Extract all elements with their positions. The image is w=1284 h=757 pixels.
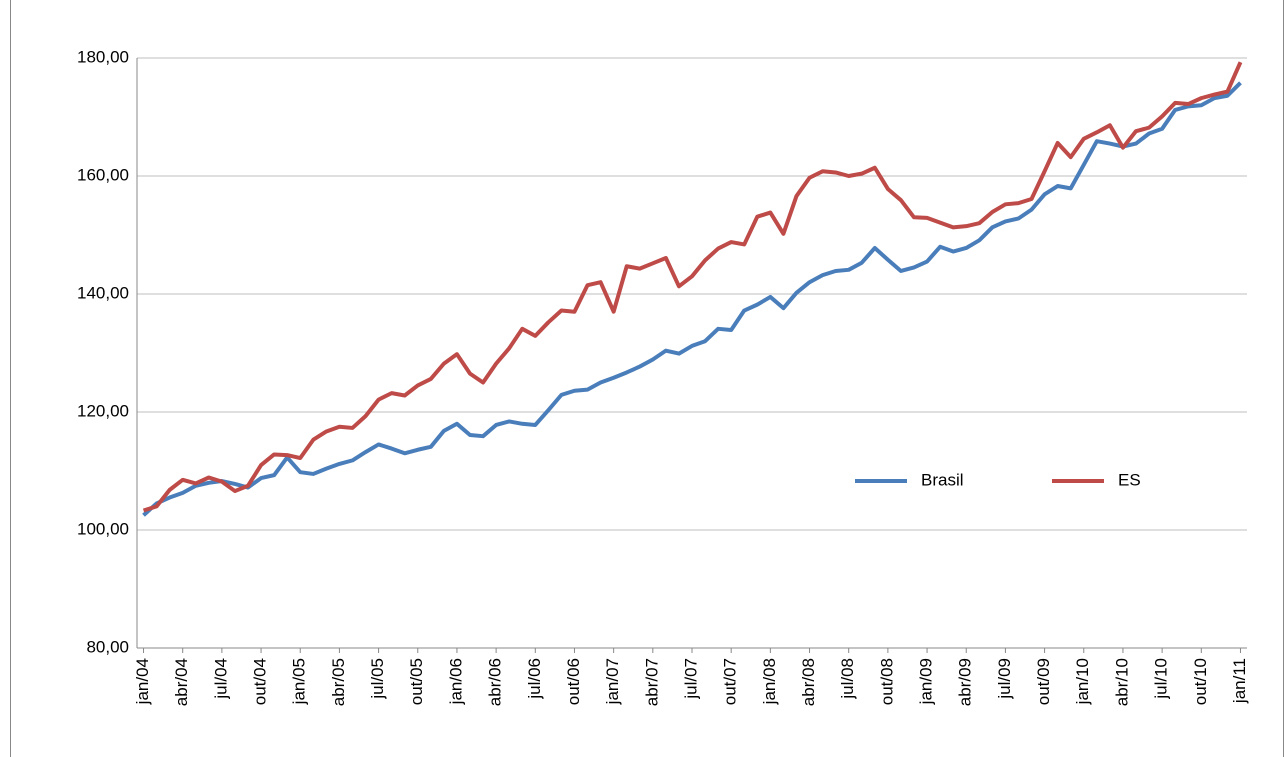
x-tick-label: abr/10 <box>1112 658 1131 706</box>
x-tick-label: out/06 <box>564 658 583 705</box>
x-tick-label: abr/07 <box>642 658 661 706</box>
y-tick-label: 180,00 <box>77 47 129 66</box>
x-tick-label: abr/09 <box>956 658 975 706</box>
x-tick-label: jan/07 <box>603 658 622 705</box>
x-tick-label: jan/09 <box>917 658 936 705</box>
x-tick-label: abr/04 <box>172 658 191 706</box>
y-tick-label: 140,00 <box>77 283 129 302</box>
x-tick-label: out/07 <box>721 658 740 705</box>
y-tick-label: 100,00 <box>77 519 129 538</box>
y-tick-label: 80,00 <box>86 637 129 656</box>
y-tick-label: 120,00 <box>77 401 129 420</box>
x-tick-label: jan/06 <box>446 658 465 705</box>
y-tick-label: 160,00 <box>77 165 129 184</box>
x-tick-label: out/10 <box>1191 658 1210 705</box>
line-series <box>142 61 1243 513</box>
chart-border <box>10 0 1284 757</box>
legend-label: ES <box>1118 470 1141 489</box>
x-tick-label: jan/11 <box>1230 658 1249 704</box>
x-tick-label: jan/05 <box>290 658 309 705</box>
x-tick-label: abr/05 <box>329 658 348 706</box>
x-tick-label: out/08 <box>877 658 896 705</box>
x-tick-label: jul/08 <box>838 658 857 700</box>
x-tick-label: jul/06 <box>525 658 544 700</box>
x-tick-label: jul/04 <box>211 658 230 700</box>
x-tick-label: jul/10 <box>1152 658 1171 700</box>
x-tick-label: abr/08 <box>799 658 818 706</box>
x-tick-label: out/05 <box>407 658 426 705</box>
x-tick-label: jul/09 <box>995 658 1014 700</box>
x-tick-label: abr/06 <box>486 658 505 706</box>
x-tick-label: jul/05 <box>368 658 387 700</box>
x-tick-label: jan/04 <box>133 658 152 705</box>
x-tick-label: out/09 <box>1034 658 1053 705</box>
x-tick-label: jan/10 <box>1073 658 1092 705</box>
x-tick-label: jan/08 <box>760 658 779 705</box>
legend-label: Brasil <box>921 470 964 489</box>
x-tick-label: out/04 <box>251 658 270 705</box>
line-series <box>142 81 1242 517</box>
x-tick-label: jul/07 <box>681 658 700 700</box>
